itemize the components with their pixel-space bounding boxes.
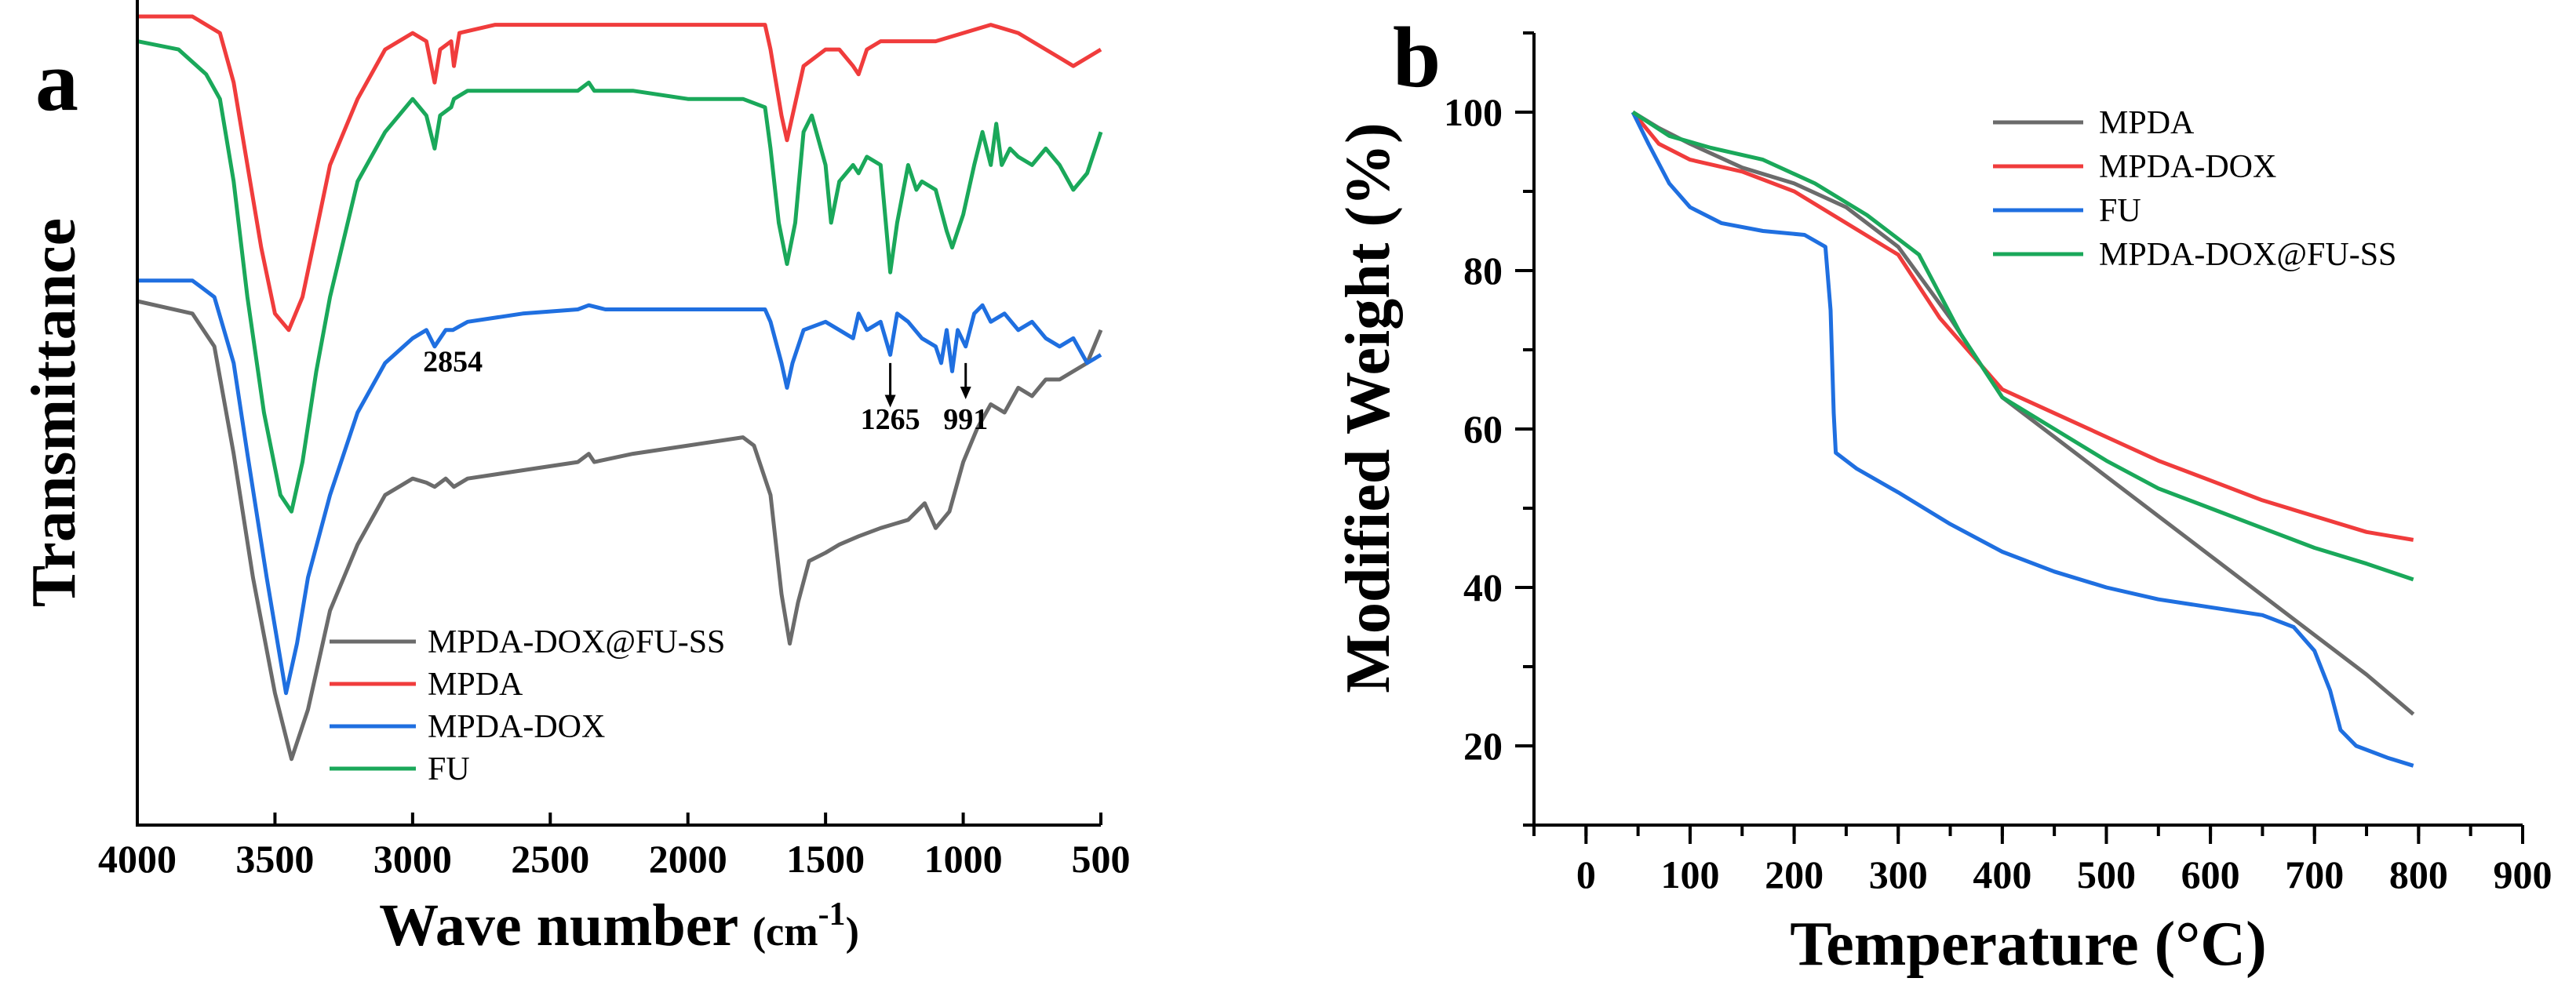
y-tick-label-60: 60 bbox=[1463, 407, 1503, 451]
legend-label-fu: FU bbox=[2099, 193, 2141, 229]
y-tick-label-40: 40 bbox=[1463, 565, 1503, 609]
panel-a-ftir-chart: a 4000 3500 3000 2500 2000 1500 1000 500 Wave num… bbox=[20, 0, 1131, 958]
annotation-1265: 1265 bbox=[861, 403, 920, 436]
series-line-mpda-dox-fu-ss bbox=[137, 299, 1103, 762]
series-line-mpda bbox=[1631, 110, 2415, 716]
x-tick-label-3000: 3000 bbox=[373, 837, 452, 881]
annotation-arrowhead-1265 bbox=[884, 395, 896, 408]
x-tick-label-400: 400 bbox=[1973, 853, 2031, 896]
legend-label-mpda-dox: MPDA-DOX bbox=[428, 709, 605, 745]
series-line-fu bbox=[1630, 111, 2414, 768]
panel-b-tga-chart: b 0 100 200 300 400 500 600 700 800 900 20 40 60 80 100… bbox=[1334, 9, 2552, 979]
legend-label-mpda-dox: MPDA-DOX bbox=[2099, 149, 2276, 185]
panel-label-a: a bbox=[35, 33, 78, 129]
annotation-arrowhead-991 bbox=[960, 386, 971, 399]
y-axis-title: Transmittance bbox=[20, 218, 89, 607]
series-line-mpda bbox=[137, 14, 1102, 333]
y-axis-title: Modified Weight (%) bbox=[1334, 122, 1403, 693]
x-axis-title: Temperature (°C) bbox=[1790, 910, 2266, 979]
x-tick-label-2500: 2500 bbox=[511, 837, 589, 881]
series-line-fu bbox=[137, 39, 1103, 514]
x-tick-label-3500: 3500 bbox=[235, 837, 314, 881]
legend-label-fu: FU bbox=[428, 751, 470, 787]
legend-label-mpda-dox-fu-ss: MPDA-DOX@FU-SS bbox=[2099, 237, 2396, 273]
x-tick-label-800: 800 bbox=[2389, 853, 2448, 896]
x-tick-label-700: 700 bbox=[2285, 853, 2344, 896]
x-tick-label-500: 500 bbox=[1072, 837, 1131, 881]
series-line-mpda-dox bbox=[1631, 111, 2414, 542]
legend-label-mpda-dox-fu-ss: MPDA-DOX@FU-SS bbox=[428, 624, 725, 660]
y-tick-label-20: 20 bbox=[1463, 724, 1503, 768]
x-tick-label-0: 0 bbox=[1576, 853, 1596, 896]
annotation-2854: 2854 bbox=[423, 345, 483, 378]
x-tick-label-4000: 4000 bbox=[98, 837, 177, 881]
y-tick-label-80: 80 bbox=[1463, 249, 1503, 293]
panel-label-b: b bbox=[1393, 9, 1441, 105]
x-tick-label-300: 300 bbox=[1869, 853, 1928, 896]
x-tick-label-100: 100 bbox=[1660, 853, 1719, 896]
y-tick-label-100: 100 bbox=[1444, 90, 1503, 134]
legend-label-mpda: MPDA bbox=[2099, 105, 2195, 141]
series-line-mpda-dox bbox=[137, 278, 1102, 696]
annotation-991: 991 bbox=[943, 403, 988, 436]
x-tick-label-2000: 2000 bbox=[649, 837, 727, 881]
x-tick-label-500: 500 bbox=[2077, 853, 2136, 896]
x-y-axis-lines bbox=[1532, 33, 2523, 827]
x-tick-label-200: 200 bbox=[1765, 853, 1824, 896]
x-axis-title: Wave number (cm-1) bbox=[379, 893, 859, 958]
series-line-mpda-dox-fu-ss bbox=[1631, 110, 2414, 582]
x-tick-label-900: 900 bbox=[2494, 853, 2552, 896]
legend-label-mpda: MPDA bbox=[428, 667, 523, 703]
x-tick-label-600: 600 bbox=[2181, 853, 2240, 896]
x-tick-label-1000: 1000 bbox=[924, 837, 1003, 881]
x-tick-label-1500: 1500 bbox=[786, 837, 865, 881]
